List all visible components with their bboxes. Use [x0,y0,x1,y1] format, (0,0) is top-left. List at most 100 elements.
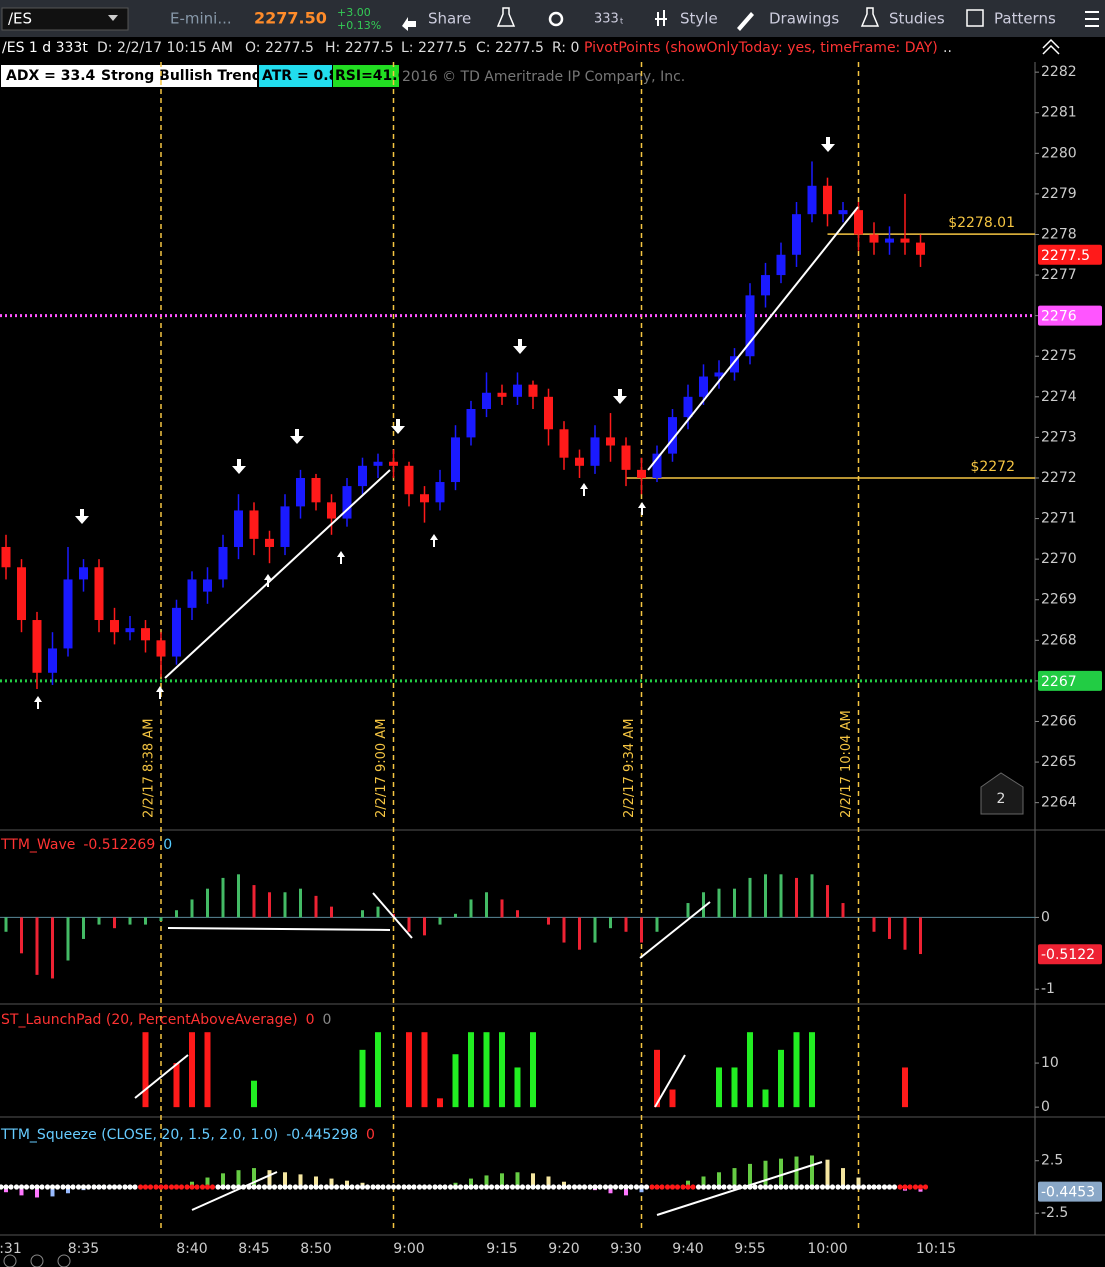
share-icon[interactable] [402,17,416,31]
candle-body [761,275,770,296]
candle-body [683,396,693,418]
candle-body [17,567,26,621]
scroll-control[interactable] [3,1254,17,1267]
dropdown-icon[interactable] [108,15,118,21]
launchpad-bar [747,1032,753,1108]
squeeze-dot [618,1184,624,1190]
candle-body [311,477,321,503]
y-tick-label: 2279 [1041,186,1077,202]
squeeze-dot [607,1184,614,1190]
info-range: R: 0 [552,40,579,56]
squeeze-dot [204,1184,211,1190]
squeeze-bar [236,1170,241,1187]
squeeze-dot [597,1184,603,1190]
collapse-icon[interactable] [1042,38,1060,55]
scroll-control[interactable] [30,1254,44,1267]
histogram-bar [314,895,318,918]
launchpad-bar [452,1054,459,1108]
candle-body [327,502,336,519]
squeeze-dot [416,1184,423,1190]
launchpad-bar [359,1049,366,1108]
squeeze-dot [726,1184,733,1190]
squeeze-dot [271,1184,278,1190]
squeeze-dot [39,1184,45,1190]
squeeze-dot [530,1184,536,1190]
histogram-bar [128,917,132,925]
squeeze-dot [871,1184,877,1190]
squeeze-dot [158,1184,164,1190]
squeeze-dot [876,1184,882,1190]
candle-body [48,648,57,673]
style-button[interactable]: Style [680,10,718,28]
up-arrow [34,696,42,709]
y-tick-label: 2.5 [1041,1153,1063,1169]
candle-body [466,408,476,438]
squeeze-dot [13,1184,20,1190]
study-header: 0 [323,1012,332,1028]
squeeze-dot [421,1184,428,1190]
launchpad-bar [716,1067,722,1108]
settings-icon[interactable] [548,11,564,27]
launchpad-bar [654,1049,660,1108]
histogram-bar [903,917,907,950]
share-button[interactable]: Share [428,10,471,28]
price-label-box [1038,305,1102,326]
histogram-bar [624,917,628,932]
aggregation[interactable]: 333 [594,12,619,27]
study-header: -0.445298 [286,1127,358,1143]
squeeze-dot [70,1184,76,1190]
squeeze-dot [468,1184,474,1190]
squeeze-dot [860,1184,867,1190]
histogram-bar [826,885,829,918]
menu-icon[interactable] [1085,11,1099,27]
flask-icon[interactable] [496,7,516,27]
squeeze-dot [819,1184,826,1190]
drawings-button[interactable]: Drawings [769,10,839,28]
squeeze-bar [686,1180,690,1187]
down-arrow [513,339,527,354]
candle-body [265,538,274,547]
page-button[interactable] [980,772,1024,815]
studies-icon[interactable] [860,7,880,27]
squeeze-dot [788,1184,795,1190]
squeeze-dot [49,1184,56,1190]
scroll-control[interactable] [57,1254,71,1267]
candle-body [296,477,305,507]
style-icon[interactable] [655,10,667,26]
histogram-bar [268,892,271,918]
patterns-button[interactable]: Patterns [994,10,1056,28]
up-arrow [156,686,164,699]
down-arrow [232,459,246,474]
squeeze-dot [659,1184,665,1190]
change: +3.00 [337,6,371,19]
histogram-bar [454,913,457,918]
squeeze-bar [608,1186,613,1194]
squeeze-dot [261,1184,268,1190]
squeeze-bar [856,1177,861,1187]
histogram-bar [578,917,581,950]
y-tick-label: -2.5 [1041,1205,1068,1221]
squeeze-dot [674,1184,681,1190]
patterns-icon[interactable] [966,9,984,27]
drawings-icon[interactable] [737,12,754,31]
trend-line [164,469,391,679]
study-header: ST_LaunchPad (20, PercentAboveAverage) [1,1012,298,1028]
histogram-bar [283,892,287,918]
histogram-bar [159,917,163,921]
histogram-bar [609,917,612,929]
squeeze-dot [571,1184,578,1190]
candle-body [544,396,553,430]
studies-button[interactable]: Studies [889,10,945,28]
histogram-bar [82,917,85,939]
candle-body [249,510,259,539]
launchpad-bar [793,1032,800,1108]
histogram-bar [299,888,302,918]
squeeze-dot [80,1184,87,1190]
histogram-bar [51,917,54,979]
launchpad-bar [437,1098,443,1108]
histogram-bar [640,917,643,943]
candle-body [420,494,429,503]
symbol-box[interactable] [1,7,129,31]
atr-label: ATR = 0.8 [262,68,338,84]
candle-body [621,445,631,470]
